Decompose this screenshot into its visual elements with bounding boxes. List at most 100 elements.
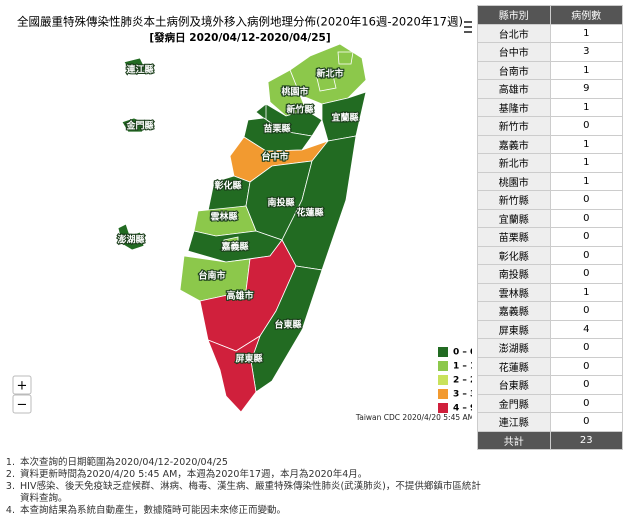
cases-cell: 9 (549, 79, 623, 99)
region-label: 台中市 (261, 151, 288, 163)
region-label: 金門縣 (125, 120, 153, 132)
county-region (223, 236, 239, 252)
region-label: 新竹縣 (286, 104, 313, 116)
cases-cell: 1 (549, 134, 623, 154)
region-label: 屏東縣 (235, 353, 262, 365)
county-cell: 高雄市 (477, 79, 551, 99)
table-row: 宜蘭縣 0 (477, 208, 623, 228)
table-row: 澎湖縣 0 (477, 338, 623, 358)
region-label: 連江縣 (126, 64, 153, 76)
legend-swatch (438, 375, 448, 385)
note: 資料更新時間為2020/4/20 5:45 AM，本週為2020年17週，本月為… (18, 469, 488, 481)
cases-cell: 0 (549, 301, 623, 321)
county-cell: 宜蘭縣 (477, 208, 551, 228)
table-row: 苗栗縣 0 (477, 227, 623, 247)
cases-cell: 1 (549, 153, 623, 173)
cases-cell: 0 (549, 264, 623, 284)
regions (117, 43, 367, 413)
region-label: 南投縣 (267, 197, 294, 209)
county-cell: 台東縣 (477, 375, 551, 395)
note: 本查詢結果為系統自動產生，數據隨時可能因未來修正而變動。 (18, 505, 488, 517)
zoom-in[interactable]: + (12, 375, 32, 395)
county-cell: 嘉義市 (477, 134, 551, 154)
legend-label: 2 – 2 (453, 376, 472, 386)
map-panel: 全國嚴重特殊傳染性肺炎本土病例及境外移入病例地理分佈(2020年16週-2020… (12, 15, 472, 422)
table-row: 屏東縣 4 (477, 319, 623, 339)
cases-cell: 1 (549, 60, 623, 80)
county-cell: 嘉義縣 (477, 301, 551, 321)
county-cell: 澎湖縣 (477, 338, 551, 358)
region-label: 花蓮縣 (296, 207, 323, 219)
county-region (337, 51, 354, 65)
table-row: 彰化縣 0 (477, 245, 623, 265)
cases-cell: 0 (549, 190, 623, 210)
region-label: 雲林縣 (210, 211, 237, 223)
region-label: 高雄市 (226, 290, 253, 302)
cases-cell: 0 (549, 245, 623, 265)
legend-swatch (438, 361, 448, 371)
table-row: 桃園市 1 (477, 171, 623, 191)
note: 本次查詢的日期範圍為2020/04/12-2020/04/25 (18, 457, 488, 469)
cases-cell: 0 (549, 412, 623, 432)
cases-cell: 0 (549, 375, 623, 395)
county-cell: 桃園市 (477, 171, 551, 191)
cases-cell: 0 (549, 208, 623, 228)
table-row: 台中市 3 (477, 42, 623, 62)
county-region (121, 117, 149, 133)
table-row: 基隆市 1 (477, 97, 623, 117)
table-row: 嘉義市 1 (477, 134, 623, 154)
region-label: 嘉義縣 (220, 241, 248, 253)
note: HIV感染、後天免疫缺乏症候群、淋病、梅毒、漢生病、嚴重特殊傳染性肺炎(武漢肺炎… (18, 481, 488, 505)
total-label: 共計 (477, 430, 551, 450)
table-row: 花蓮縣 0 (477, 356, 623, 376)
title: 全國嚴重特殊傳染性肺炎本土病例及境外移入病例地理分佈(2020年16週-2020… (17, 15, 463, 29)
county-region (255, 103, 267, 121)
region-label: 宜蘭縣 (331, 112, 358, 124)
notes: 本次查詢的日期範圍為2020/04/12-2020/04/25資料更新時間為20… (0, 457, 488, 517)
table-row: 雲林縣 1 (477, 282, 623, 302)
table-row: 金門縣 0 (477, 393, 623, 413)
table-row: 新竹市 0 (477, 116, 623, 136)
menu-icon[interactable] (464, 21, 472, 33)
county-cell: 南投縣 (477, 264, 551, 284)
case-table: 縣市別 病例數 台北市 1 台中市 3 台南市 1 高雄市 9 基隆市 1 新竹市 0 嘉義市 1 新北市 1 桃園… (477, 5, 623, 450)
column-header: 病例數 (549, 5, 623, 25)
legend-label: 1 – 1 (453, 362, 472, 372)
county-cell: 新竹市 (477, 116, 551, 136)
region-label: 桃園市 (281, 86, 308, 98)
county-cell: 台南市 (477, 60, 551, 80)
table-header: 縣市別 病例數 (477, 5, 623, 25)
county-cell: 新竹縣 (477, 190, 551, 210)
table-row: 南投縣 0 (477, 264, 623, 284)
region-label: 苗栗縣 (263, 123, 290, 135)
zoom-in-label[interactable]: + (17, 379, 28, 394)
county-cell: 金門縣 (477, 393, 551, 413)
column-header: 縣市別 (477, 5, 551, 25)
legend-swatch (438, 347, 448, 357)
region-label: 彰化縣 (214, 180, 241, 192)
cases-cell: 0 (549, 393, 623, 413)
table-row: 台東縣 0 (477, 375, 623, 395)
cases-cell: 4 (549, 319, 623, 339)
county-region (315, 70, 337, 92)
county-cell: 新北市 (477, 153, 551, 173)
table-row: 嘉義縣 0 (477, 301, 623, 321)
zoom-out-label[interactable]: − (17, 398, 28, 413)
county-cell: 彰化縣 (477, 245, 551, 265)
region-label: 台東縣 (274, 319, 301, 331)
zoom-out[interactable]: − (12, 394, 32, 414)
county-cell: 雲林縣 (477, 282, 551, 302)
cases-cell: 3 (549, 42, 623, 62)
cases-cell: 1 (549, 282, 623, 302)
region-label: 澎湖縣 (117, 234, 144, 246)
county-cell: 苗栗縣 (477, 227, 551, 247)
cases-cell: 1 (549, 23, 623, 43)
table-row: 台北市 1 (477, 23, 623, 43)
subtitle: [發病日 2020/04/12-2020/04/25] (149, 31, 330, 44)
total-row: 共計 23 (477, 430, 623, 450)
county-cell: 屏東縣 (477, 319, 551, 339)
legend-swatch (438, 403, 448, 413)
table-row: 高雄市 9 (477, 79, 623, 99)
